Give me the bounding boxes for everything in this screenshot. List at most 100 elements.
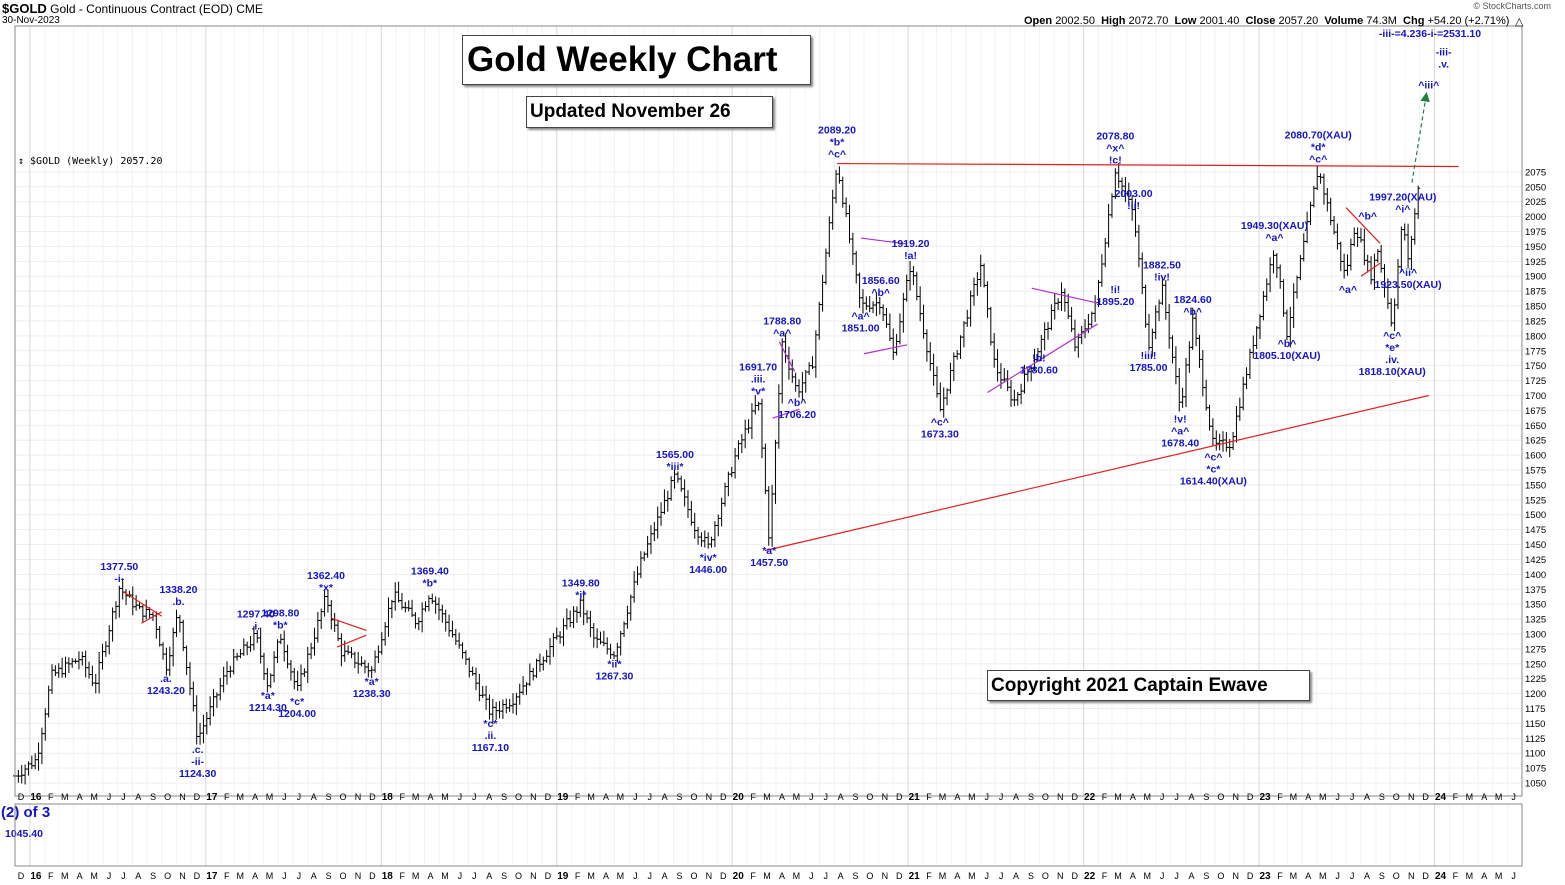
x-tick-label-lower: A xyxy=(838,871,844,881)
price-bar xyxy=(753,394,758,415)
wave-label: 1997.20(XAU) xyxy=(1369,191,1436,203)
price-bar xyxy=(659,502,664,526)
x-tick-label: M xyxy=(1495,792,1503,802)
x-tick-label: 22 xyxy=(1084,792,1096,803)
x-tick-label-lower: A xyxy=(252,871,258,881)
chg-value: +54.20 (+2.71%) xyxy=(1427,15,1510,27)
price-bar xyxy=(60,657,65,678)
x-tick-label-lower: D xyxy=(545,871,552,881)
wave-label: *iii* xyxy=(667,461,685,473)
triangle-trendline xyxy=(123,591,162,617)
price-bar xyxy=(305,646,310,684)
x-tick-label: S xyxy=(326,792,332,802)
x-tick-label-lower: 18 xyxy=(382,871,394,882)
x-tick-label-lower: M xyxy=(266,871,274,881)
price-bar xyxy=(389,599,394,619)
price-bar xyxy=(527,663,532,686)
price-bar xyxy=(709,536,714,548)
ohlc-readout: Open 2002.50 High 2072.70 Low 2001.40 Cl… xyxy=(1024,15,1509,27)
x-tick-label: J xyxy=(282,792,287,802)
x-tick-label: A xyxy=(1189,792,1195,802)
x-tick-label-lower: S xyxy=(1028,871,1034,881)
symbol-text: $GOLD xyxy=(2,1,47,16)
x-tick-label-lower: F xyxy=(224,871,230,881)
wave-label: 1377.50 xyxy=(100,561,138,573)
wedge-trendline xyxy=(1031,287,1098,304)
wave-label: ^ii^ xyxy=(1399,267,1417,279)
price-bar xyxy=(1056,298,1061,310)
y-tick-label: 1900 xyxy=(1525,272,1546,283)
price-bar xyxy=(201,714,206,744)
x-tick-label: D xyxy=(18,792,25,802)
price-bar xyxy=(1399,226,1404,272)
chevron-up-icon[interactable]: △ xyxy=(1515,16,1524,28)
x-tick-label: N xyxy=(1408,792,1415,802)
x-tick-label: F xyxy=(224,792,230,802)
y-tick-label: 1650 xyxy=(1525,421,1546,432)
price-bar xyxy=(1019,383,1024,405)
x-tick-label-lower: A xyxy=(135,871,141,881)
wave-label: 1895.20 xyxy=(1096,296,1134,308)
wave-label: ^c^ xyxy=(1383,330,1401,342)
wave-label: !v! xyxy=(1174,413,1187,425)
wave-label: ^x^ xyxy=(1106,143,1124,155)
wave-label: *a* xyxy=(762,545,777,557)
price-bar xyxy=(548,638,553,665)
price-bar xyxy=(346,645,351,655)
price-bar xyxy=(669,476,674,501)
price-bar xyxy=(312,627,317,656)
x-tick-label-lower: N xyxy=(1232,871,1239,881)
x-tick-label: A xyxy=(486,792,492,802)
x-tick-label: S xyxy=(150,792,156,802)
price-bar xyxy=(884,308,889,328)
price-bar xyxy=(1015,391,1020,406)
x-tick-label-lower: J xyxy=(282,871,287,881)
price-bar xyxy=(864,296,869,311)
price-bar xyxy=(299,664,304,692)
x-tick-label: M xyxy=(90,792,98,802)
price-bar xyxy=(601,630,606,647)
price-bar xyxy=(373,650,378,673)
y-tick-label: 1825 xyxy=(1525,316,1546,327)
price-bar xyxy=(1089,311,1094,328)
x-tick-label: 19 xyxy=(557,792,569,803)
y-tick-label: 2025 xyxy=(1525,197,1546,208)
x-tick-label: M xyxy=(793,792,801,802)
x-tick-label: N xyxy=(530,792,537,802)
x-tick-label-lower: N xyxy=(179,871,186,881)
x-tick-label-lower: A xyxy=(486,871,492,881)
wave-label: 1851.00 xyxy=(842,322,880,334)
x-tick-label: J xyxy=(121,792,126,802)
wave-label: 1362.40 xyxy=(307,570,345,582)
x-tick-label: A xyxy=(311,792,317,802)
price-bar xyxy=(844,197,849,218)
chart-grid xyxy=(14,26,1522,866)
close-value: 2057.20 xyxy=(1278,15,1319,27)
price-bar xyxy=(167,646,172,676)
price-bar xyxy=(924,329,929,362)
wave-label: .a. xyxy=(160,673,172,685)
wave-label: !i! xyxy=(1110,284,1120,296)
price-bar xyxy=(480,685,485,698)
wave-label: -ii- xyxy=(191,756,204,768)
y-tick-label: 2000 xyxy=(1525,212,1546,223)
x-tick-label-lower: A xyxy=(1013,871,1019,881)
x-tick-label-lower: 24 xyxy=(1435,871,1447,882)
price-bar xyxy=(1352,227,1357,247)
price-bar xyxy=(749,403,754,440)
x-tick-label-lower: J xyxy=(1174,871,1179,881)
wedge-trendline xyxy=(778,341,796,372)
wave-label: .i. xyxy=(251,621,260,633)
y-tick-label: 1200 xyxy=(1525,689,1546,700)
price-bar xyxy=(134,595,139,611)
price-bar xyxy=(887,313,892,341)
x-tick-label-lower: O xyxy=(164,871,171,881)
price-bar xyxy=(53,665,58,677)
price-bar xyxy=(218,677,223,701)
price-bar xyxy=(978,254,983,287)
x-tick-label: A xyxy=(77,792,83,802)
x-tick-label-lower: S xyxy=(326,871,332,881)
price-bar xyxy=(945,388,950,406)
lower-low-value: 1045.40 xyxy=(5,828,43,840)
